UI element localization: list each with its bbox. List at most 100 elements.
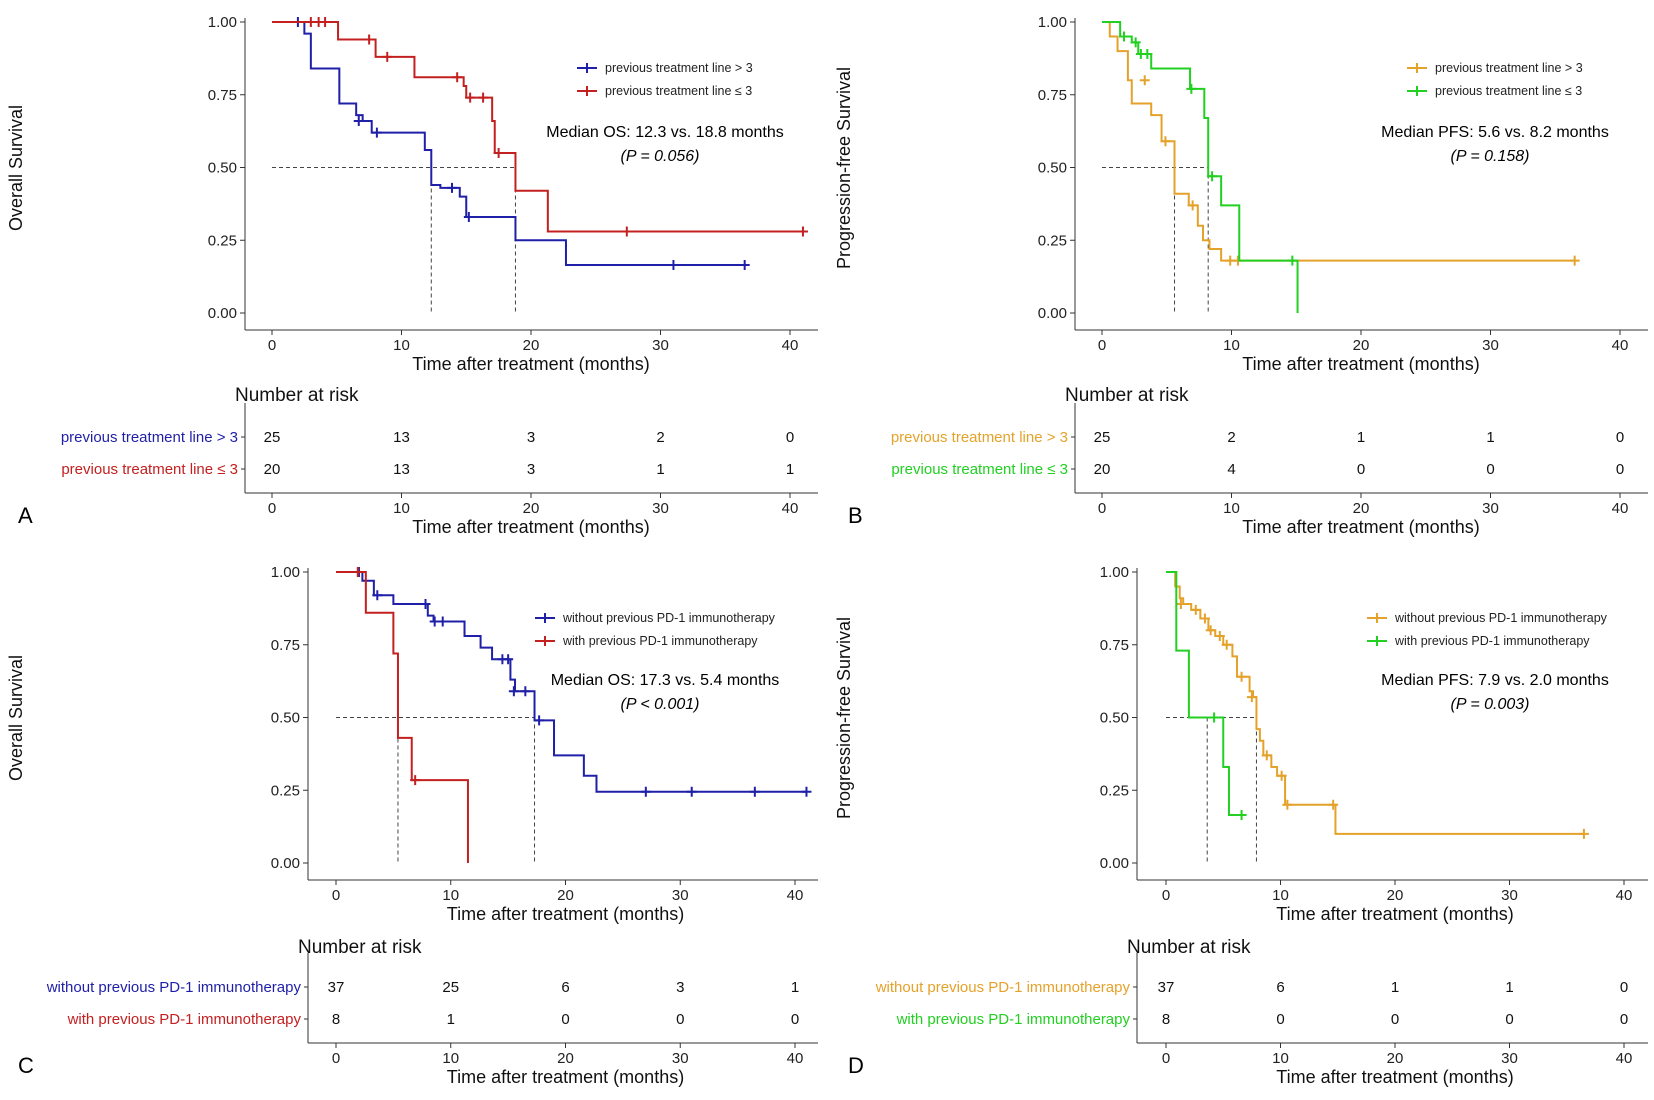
legend-entry: with previous PD-1 immunotherapy xyxy=(562,634,758,648)
risk-count: 0 xyxy=(1620,1011,1628,1028)
censor-mark xyxy=(1287,255,1298,266)
x-axis-title: Time after treatment (months) xyxy=(412,354,649,374)
risk-count: 13 xyxy=(393,461,410,478)
km-curve-1 xyxy=(272,21,745,266)
risk-count: 3 xyxy=(676,979,684,996)
censor-mark xyxy=(1236,809,1247,820)
risk-x-tick-label: 0 xyxy=(1162,1050,1170,1067)
risk-count: 1 xyxy=(1505,979,1513,996)
y-tick-label: 0.50 xyxy=(271,710,300,727)
risk-count: 1 xyxy=(447,1011,455,1028)
censor-mark xyxy=(410,775,421,786)
y-axis-title: Progression-free Survival xyxy=(834,617,854,819)
risk-x-tick-label: 20 xyxy=(557,1050,574,1067)
risk-row-label: with previous PD-1 immunotherapy xyxy=(896,1011,1131,1028)
risk-count: 1 xyxy=(1391,979,1399,996)
censor-mark xyxy=(1569,255,1580,266)
risk-count: 25 xyxy=(264,429,281,446)
y-tick-label: 0.75 xyxy=(271,637,300,654)
censor-mark xyxy=(382,51,393,62)
censor-mark xyxy=(371,127,382,138)
risk-count: 1 xyxy=(1357,429,1365,446)
x-tick-label: 0 xyxy=(332,887,340,904)
risk-row-label: previous treatment line ≤ 3 xyxy=(61,461,238,478)
censor-mark xyxy=(452,72,463,83)
risk-count: 6 xyxy=(561,979,569,996)
y-tick-label: 0.50 xyxy=(1100,710,1129,727)
km-curve-2 xyxy=(1166,571,1242,816)
risk-count: 0 xyxy=(676,1011,684,1028)
risk-count: 3 xyxy=(527,461,535,478)
y-tick-label: 0.00 xyxy=(208,305,237,322)
risk-count: 0 xyxy=(1391,1011,1399,1028)
risk-row-label: previous treatment line > 3 xyxy=(61,429,238,446)
censor-mark xyxy=(1160,136,1171,147)
risk-count: 3 xyxy=(527,429,535,446)
risk-count: 0 xyxy=(791,1011,799,1028)
median-annotation: Median PFS: 7.9 vs. 2.0 months xyxy=(1381,672,1609,689)
x-tick-label: 10 xyxy=(1223,337,1240,354)
censor-mark xyxy=(478,92,489,103)
x-tick-label: 40 xyxy=(1612,337,1629,354)
km-curve-2 xyxy=(272,21,803,233)
censor-mark xyxy=(1199,613,1210,624)
censor-mark xyxy=(320,17,331,27)
risk-x-tick-label: 0 xyxy=(268,500,276,517)
x-axis-title: Time after treatment (months) xyxy=(1276,904,1513,924)
median-annotation: Median OS: 12.3 vs. 18.8 months xyxy=(546,124,783,141)
y-tick-label: 0.75 xyxy=(1038,87,1067,104)
risk-count: 0 xyxy=(1620,979,1628,996)
x-tick-label: 30 xyxy=(1501,887,1518,904)
risk-count: 0 xyxy=(1616,461,1624,478)
risk-x-tick-label: 10 xyxy=(442,1050,459,1067)
risk-x-tick-label: 10 xyxy=(1272,1050,1289,1067)
risk-x-axis-title: Time after treatment (months) xyxy=(1276,1067,1513,1087)
censor-mark xyxy=(372,590,383,601)
y-tick-label: 0.25 xyxy=(1038,232,1067,249)
p-value-annotation: (P = 0.056) xyxy=(620,148,699,165)
y-tick-label: 0.50 xyxy=(208,160,237,177)
risk-count: 25 xyxy=(442,979,459,996)
risk-count: 25 xyxy=(1094,429,1111,446)
y-tick-label: 0.75 xyxy=(208,87,237,104)
risk-count: 0 xyxy=(1276,1011,1284,1028)
censor-mark xyxy=(520,686,531,697)
risk-table-title: Number at risk xyxy=(1127,937,1251,958)
censor-mark xyxy=(1276,770,1287,781)
risk-row-label: previous treatment line > 3 xyxy=(891,429,1068,446)
censor-mark xyxy=(352,567,363,577)
x-tick-label: 20 xyxy=(1353,337,1370,354)
censor-mark xyxy=(640,786,651,797)
x-axis-title: Time after treatment (months) xyxy=(1242,354,1479,374)
risk-x-tick-label: 20 xyxy=(523,500,540,517)
censor-mark xyxy=(1175,599,1186,610)
risk-count: 6 xyxy=(1276,979,1284,996)
median-annotation: Median PFS: 5.6 vs. 8.2 months xyxy=(1381,124,1609,141)
censor-mark xyxy=(508,686,519,697)
censor-mark xyxy=(364,34,375,45)
km-curve-1 xyxy=(1102,21,1575,262)
risk-x-tick-label: 40 xyxy=(787,1050,804,1067)
censor-mark xyxy=(1119,31,1130,42)
censor-mark xyxy=(420,599,431,610)
x-axis-title: Time after treatment (months) xyxy=(447,904,684,924)
risk-x-tick-label: 30 xyxy=(652,500,669,517)
y-tick-label: 0.25 xyxy=(271,782,300,799)
risk-count: 37 xyxy=(328,979,345,996)
y-tick-label: 0.25 xyxy=(1100,782,1129,799)
p-value-annotation: (P = 0.158) xyxy=(1450,148,1529,165)
censor-mark xyxy=(1246,692,1257,703)
y-tick-label: 0.50 xyxy=(1038,160,1067,177)
censor-mark xyxy=(1261,750,1272,761)
y-axis-title: Overall Survival xyxy=(6,105,26,231)
risk-x-tick-label: 30 xyxy=(1501,1050,1518,1067)
risk-count: 0 xyxy=(1486,461,1494,478)
x-tick-label: 20 xyxy=(523,337,540,354)
censor-mark xyxy=(465,92,476,103)
risk-x-tick-label: 30 xyxy=(1482,500,1499,517)
x-tick-label: 20 xyxy=(557,887,574,904)
risk-count: 0 xyxy=(786,429,794,446)
km-curve-1 xyxy=(1166,571,1584,835)
risk-x-tick-label: 20 xyxy=(1387,1050,1404,1067)
